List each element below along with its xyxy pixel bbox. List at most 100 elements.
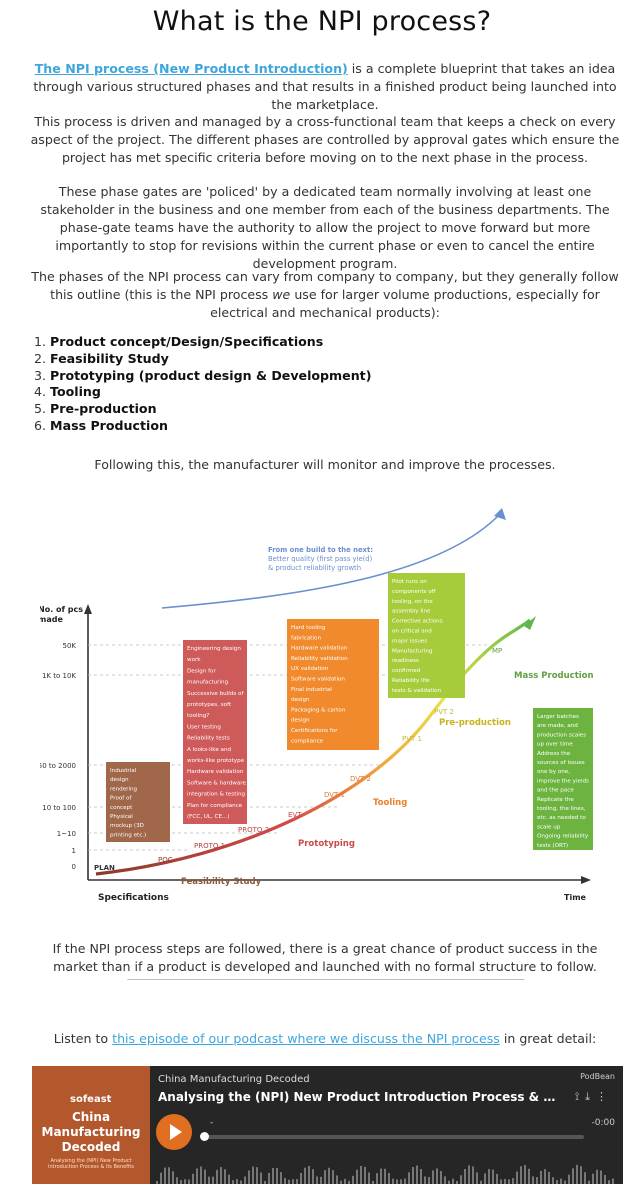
y-tick-label: 1: [72, 847, 76, 855]
podcast-action-icons[interactable]: ⟟⤓⋮: [575, 1090, 613, 1103]
box-text-line: one by one,: [537, 769, 570, 775]
box-text-line: Packaging & carton: [291, 707, 346, 713]
npi-process-link[interactable]: The NPI process (New Product Introductio…: [34, 61, 348, 76]
y-tick-label: 0: [72, 863, 76, 871]
box-text-line: production scales: [537, 732, 586, 738]
box-text-line: improve the yields: [537, 778, 589, 784]
waveform-bar: [428, 1176, 430, 1184]
box-text-line: Pilot runs on: [392, 579, 427, 585]
waveform-bar: [492, 1169, 494, 1184]
waveform-bar: [472, 1166, 474, 1184]
box-text-line: Design for: [187, 668, 216, 674]
listen-paragraph: Listen to this episode of our podcast wh…: [30, 1030, 620, 1048]
arrow-note-2: Better quality (first pass yie(d): [268, 555, 373, 563]
list-label: Feasibility Study: [50, 350, 169, 366]
paragraph-team: This process is driven and managed by a …: [30, 114, 620, 165]
paragraph-closing: If the NPI process steps are followed, t…: [52, 941, 598, 974]
waveform-bar: [176, 1177, 178, 1184]
paragraph-following: Following this, the manufacturer will mo…: [94, 457, 556, 472]
waveform-bar: [580, 1166, 582, 1184]
waveform-bar: [480, 1180, 482, 1184]
box-text-line: design: [291, 718, 310, 724]
waveform-bar: [292, 1179, 294, 1184]
box-text-line: design: [110, 777, 129, 783]
progress-track[interactable]: [204, 1135, 584, 1139]
waveform-bar: [424, 1176, 426, 1184]
waveform-bar: [592, 1173, 594, 1184]
waveform[interactable]: [156, 1154, 616, 1184]
waveform-bar: [272, 1168, 274, 1184]
gate-label: PVT 2: [434, 708, 454, 716]
waveform-bar: [500, 1179, 502, 1184]
progress-knob[interactable]: [200, 1132, 209, 1141]
waveform-bar: [256, 1167, 258, 1184]
waveform-bar: [332, 1170, 334, 1184]
podcast-episode-title[interactable]: Analysing the (NPI) New Product Introduc…: [158, 1090, 558, 1104]
curve-arrow: [524, 616, 536, 630]
y-tick-label: 1~10: [57, 830, 76, 838]
waveform-bar: [600, 1170, 602, 1184]
waveform-bar: [512, 1178, 514, 1184]
podbean-logo[interactable]: PodBean: [580, 1072, 615, 1081]
box-text-line: design: [291, 697, 310, 703]
gate-label: EVT: [288, 811, 302, 819]
box-text-line: confirmed: [392, 668, 421, 674]
waveform-bar: [220, 1167, 222, 1184]
waveform-bar: [264, 1180, 266, 1184]
listen-text-1: Listen to: [53, 1031, 113, 1046]
art-brand: sofeast: [70, 1094, 112, 1105]
waveform-bar: [460, 1175, 462, 1184]
waveform-bar: [476, 1172, 478, 1184]
box-text-line: Reliability life: [392, 678, 430, 684]
waveform-bar: [368, 1172, 370, 1184]
waveform-bar: [232, 1180, 234, 1184]
waveform-bar: [244, 1176, 246, 1184]
box-text-line: Hardware validation: [291, 646, 348, 652]
waveform-bar: [568, 1174, 570, 1184]
waveform-bar: [520, 1166, 522, 1184]
art-episode: Analysing the (NPI) New Product Introduc…: [48, 1158, 134, 1170]
waveform-bar: [276, 1168, 278, 1184]
podcast-episode-link[interactable]: this episode of our podcast where we dis…: [112, 1031, 500, 1046]
waveform-bar: [308, 1165, 310, 1184]
gate-label: PVT 1: [402, 735, 422, 743]
waveform-bar: [336, 1175, 338, 1184]
podcast-player[interactable]: sofeast China Manufacturing Decoded Anal…: [32, 1066, 623, 1184]
waveform-bar: [532, 1176, 534, 1184]
box-text-line: tests & validation: [392, 688, 442, 694]
box-text-line: Certifications for: [291, 728, 338, 734]
box-text-line: manufacturing: [187, 680, 229, 686]
waveform-bar: [596, 1169, 598, 1184]
y-tick-label: 10 to 100: [42, 804, 76, 812]
waveform-bar: [544, 1169, 546, 1184]
waveform-bar: [184, 1179, 186, 1184]
waveform-bar: [304, 1167, 306, 1184]
y-tick-label: 1K to 10K: [42, 672, 76, 680]
waveform-bar: [196, 1168, 198, 1184]
box-text-line: Industrial: [110, 768, 137, 774]
box-text-line: readiness: [392, 658, 419, 664]
npi-process-diagram: No. of pcs made 50K 1K to 10K 50 to 2000…: [40, 508, 594, 903]
waveform-bar: [268, 1172, 270, 1184]
waveform-bar: [312, 1169, 314, 1184]
phases-intro-text-2: use for larger volume productions, espec…: [210, 287, 600, 320]
waveform-bar: [192, 1173, 194, 1184]
y-axis-title-1: No. of pcs: [40, 605, 83, 614]
waveform-bar: [612, 1178, 614, 1184]
divider-line: ________________________________________…: [127, 967, 525, 980]
box-text-line: and the pace: [537, 788, 574, 794]
waveform-bar: [404, 1178, 406, 1184]
waveform-bar: [468, 1165, 470, 1184]
list-label: Product concept/Design/Specifications: [50, 334, 324, 349]
list-item: 3. Prototyping (product design & Develop…: [34, 368, 371, 385]
y-tick-label: 50K: [63, 642, 77, 650]
waveform-bar: [236, 1179, 238, 1184]
box-text-line: A looks-like and: [187, 747, 232, 753]
waveform-bar: [172, 1171, 174, 1184]
waveform-bar: [584, 1172, 586, 1184]
paragraph-gates: These phase gates are 'policed' by a ded…: [40, 184, 610, 271]
box-text-line: prototypes, soft: [187, 702, 232, 708]
waveform-bar: [440, 1170, 442, 1184]
gate-label: PROTO 1: [194, 842, 225, 850]
play-button[interactable]: [156, 1114, 192, 1150]
